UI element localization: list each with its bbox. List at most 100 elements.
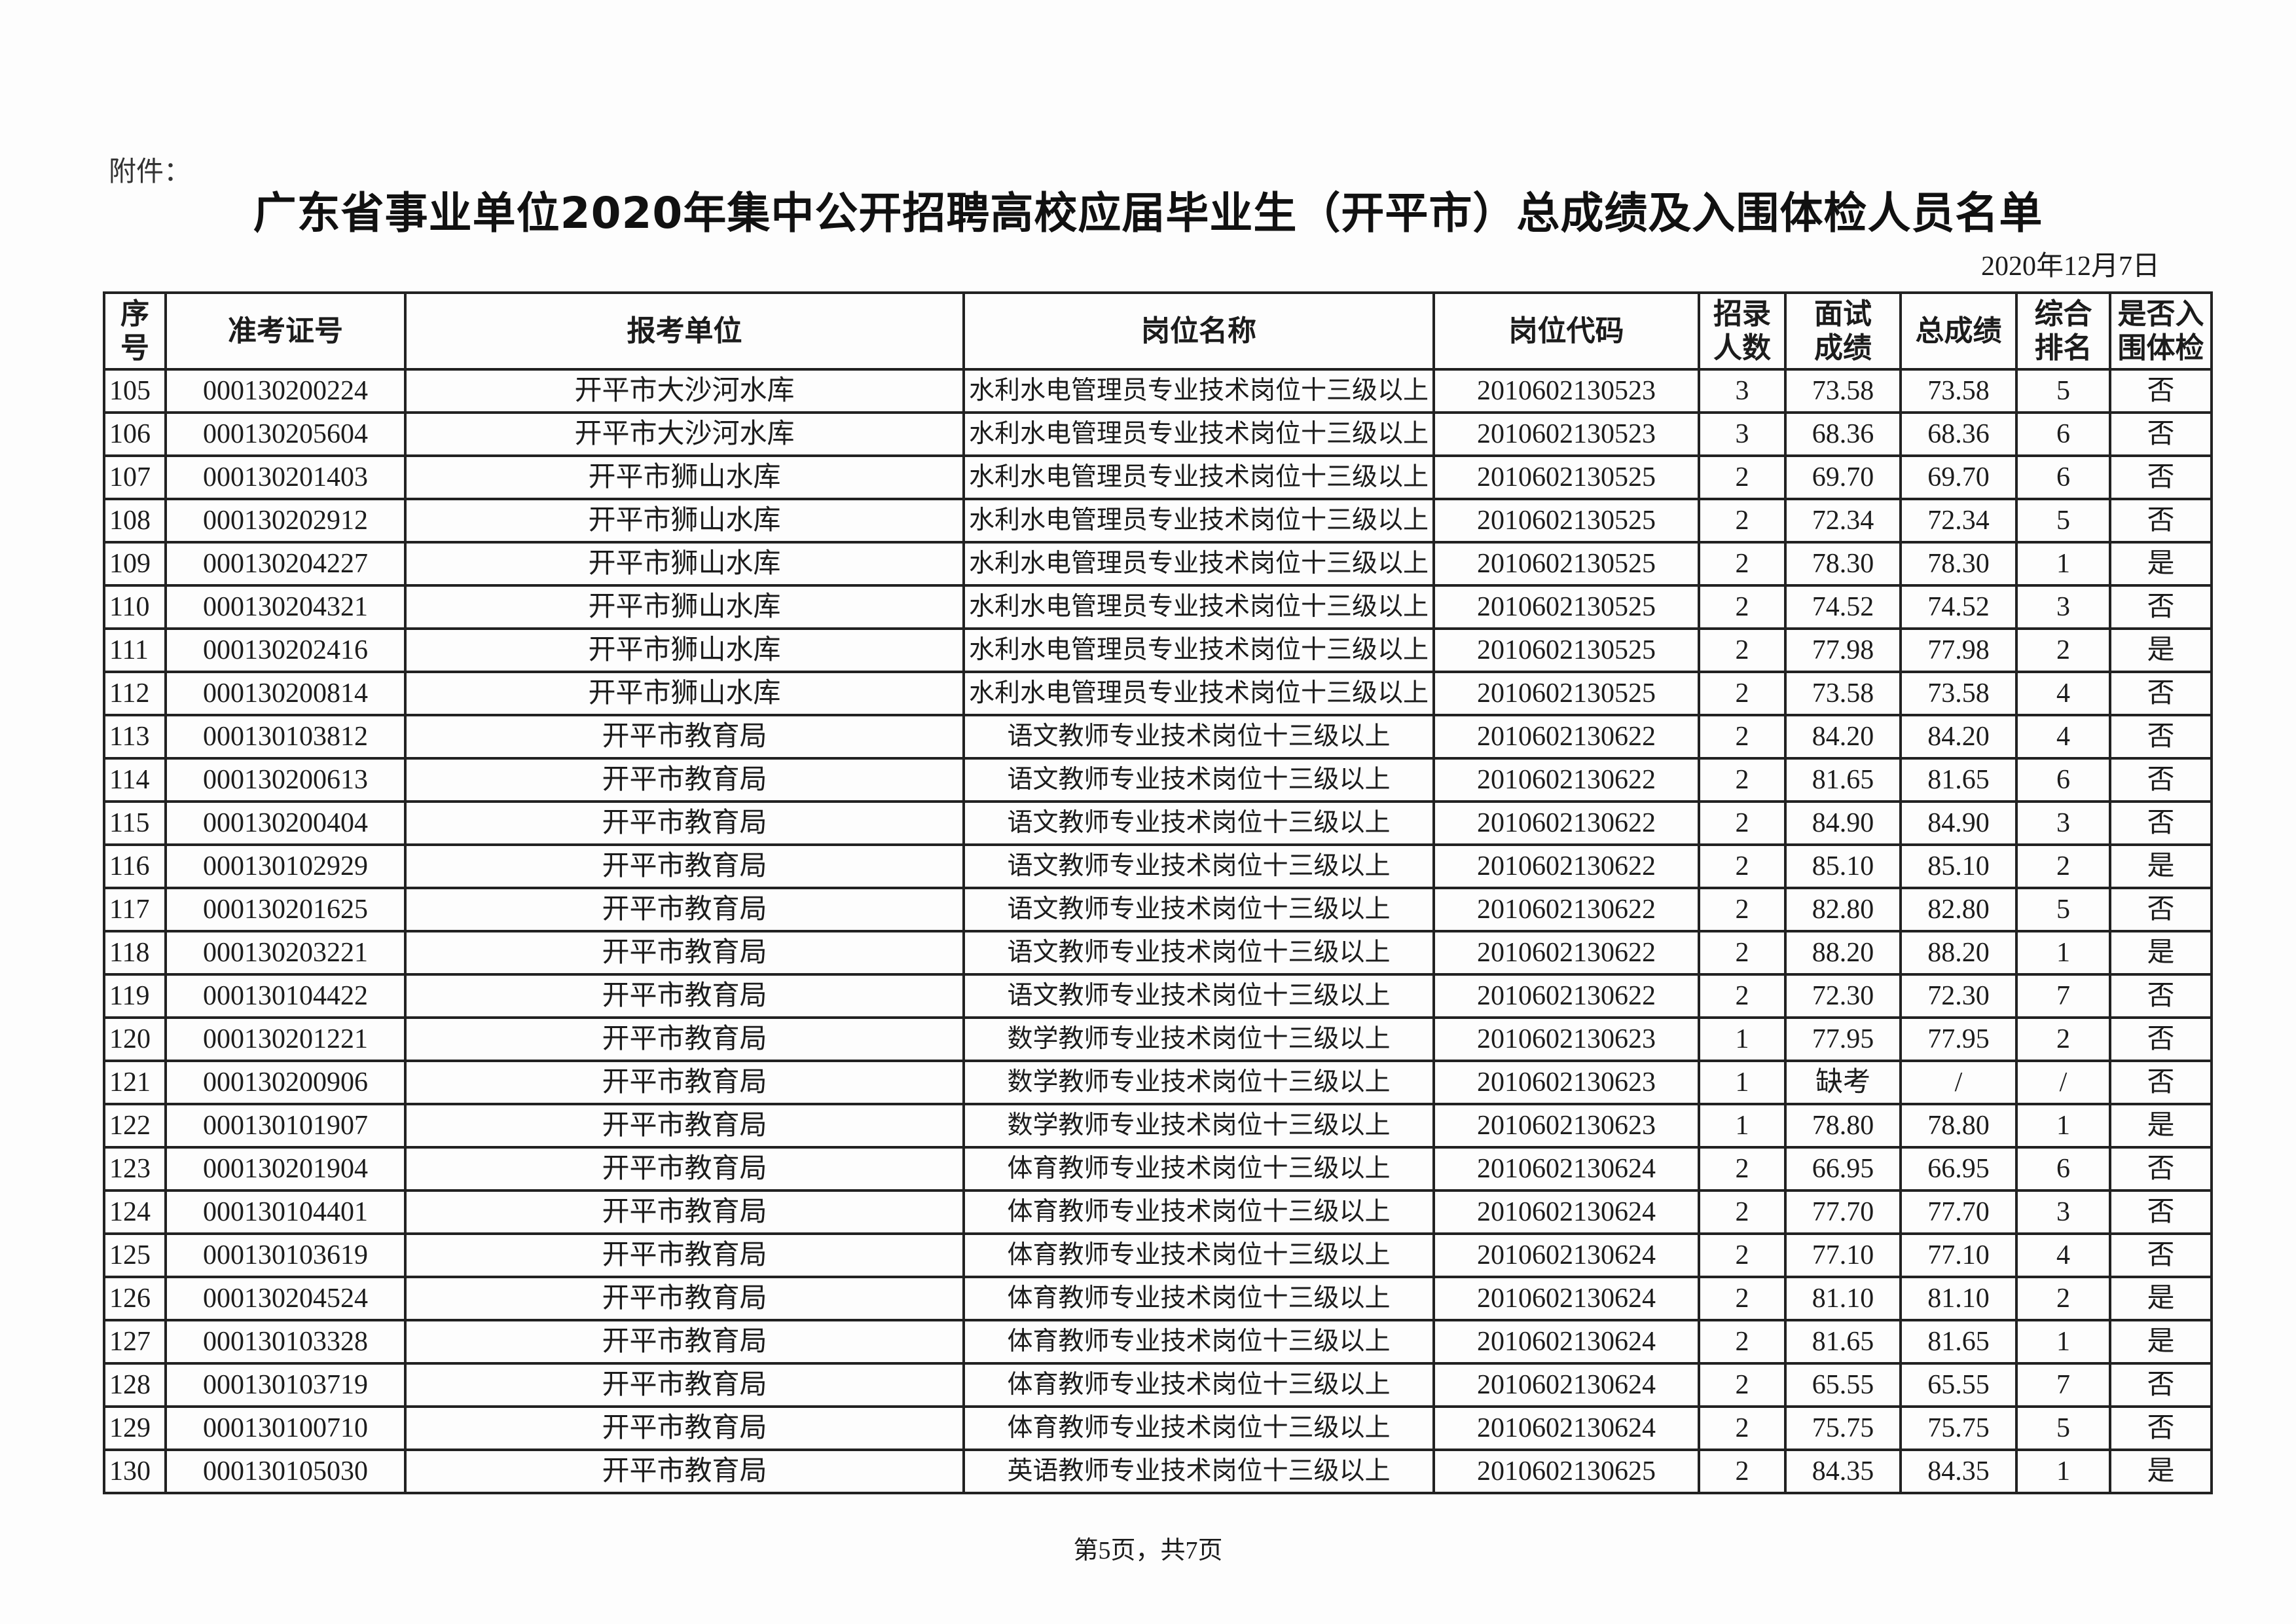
cell-unit: 开平市教育局 bbox=[404, 930, 965, 976]
cell-rank: 5 bbox=[2015, 1405, 2111, 1451]
cell-rank: 3 bbox=[2015, 1189, 2111, 1235]
cell-rank: 6 bbox=[2015, 757, 2111, 803]
cell-post-code: 2010602130622 bbox=[1432, 973, 1700, 1019]
cell-quota: 2 bbox=[1698, 1405, 1787, 1451]
cell-rank: 4 bbox=[2015, 714, 2111, 760]
table-row: 107 000130201403 开平市狮山水库 水利水电管理员专业技术岗位十三级以上… bbox=[103, 454, 2213, 500]
cell-ticket-no: 000130204321 bbox=[164, 584, 407, 630]
cell-shortlisted: 否 bbox=[2109, 887, 2213, 932]
cell-interview-score: 77.95 bbox=[1784, 1016, 1902, 1062]
cell-ticket-no: 000130103328 bbox=[164, 1319, 407, 1365]
cell-seq: 113 bbox=[103, 714, 167, 760]
table-row: 121 000130200906 开平市教育局 数学教师专业技术岗位十三级以上 2010… bbox=[103, 1060, 2213, 1105]
page-footer: 第5页，共7页 bbox=[1073, 1537, 1223, 1564]
cell-seq: 112 bbox=[103, 671, 167, 716]
table-row: 117 000130201625 开平市教育局 语文教师专业技术岗位十三级以上 2010… bbox=[103, 887, 2213, 932]
cell-rank: 5 bbox=[2015, 368, 2111, 414]
table-row: 120 000130201221 开平市教育局 数学教师专业技术岗位十三级以上 2010… bbox=[103, 1016, 2213, 1062]
cell-unit: 开平市狮山水库 bbox=[404, 671, 965, 716]
cell-quota: 2 bbox=[1698, 1362, 1787, 1408]
cell-shortlisted: 否 bbox=[2109, 671, 2213, 716]
cell-total-score: 81.10 bbox=[1899, 1276, 2018, 1321]
cell-seq: 117 bbox=[103, 887, 167, 932]
table-body: 105 000130200224 开平市大沙河水库 水利水电管理员专业技术岗位十三级以… bbox=[103, 368, 2213, 1494]
cell-interview-score: 缺考 bbox=[1784, 1060, 1902, 1105]
cell-total-score: 73.58 bbox=[1899, 671, 2018, 716]
cell-interview-score: 77.70 bbox=[1784, 1189, 1902, 1235]
cell-unit: 开平市大沙河水库 bbox=[404, 368, 965, 414]
table-row: 122 000130101907 开平市教育局 数学教师专业技术岗位十三级以上 2010… bbox=[103, 1103, 2213, 1149]
cell-ticket-no: 000130103812 bbox=[164, 714, 407, 760]
cell-seq: 109 bbox=[103, 541, 167, 587]
header-quota: 招录人数 bbox=[1698, 291, 1787, 371]
cell-shortlisted: 是 bbox=[2109, 1319, 2213, 1365]
cell-post-code: 2010602130525 bbox=[1432, 498, 1700, 544]
table-row: 105 000130200224 开平市大沙河水库 水利水电管理员专业技术岗位十三级以… bbox=[103, 368, 2213, 414]
table-row: 114 000130200613 开平市教育局 语文教师专业技术岗位十三级以上 2010… bbox=[103, 757, 2213, 803]
cell-post-code: 2010602130624 bbox=[1432, 1232, 1700, 1278]
cell-ticket-no: 000130103719 bbox=[164, 1362, 407, 1408]
cell-seq: 130 bbox=[103, 1449, 167, 1494]
cell-rank: 2 bbox=[2015, 627, 2111, 673]
cell-rank: 6 bbox=[2015, 411, 2111, 457]
cell-unit: 开平市教育局 bbox=[404, 1146, 965, 1192]
cell-unit: 开平市狮山水库 bbox=[404, 498, 965, 544]
cell-shortlisted: 是 bbox=[2109, 627, 2213, 673]
cell-shortlisted: 否 bbox=[2109, 1146, 2213, 1192]
cell-seq: 118 bbox=[103, 930, 167, 976]
cell-quota: 2 bbox=[1698, 1276, 1787, 1321]
cell-post-name: 语文教师专业技术岗位十三级以上 bbox=[962, 973, 1435, 1019]
cell-post-name: 语文教师专业技术岗位十三级以上 bbox=[962, 843, 1435, 889]
cell-total-score: 84.20 bbox=[1899, 714, 2018, 760]
cell-post-code: 2010602130624 bbox=[1432, 1276, 1700, 1321]
cell-quota: 3 bbox=[1698, 411, 1787, 457]
cell-quota: 2 bbox=[1698, 714, 1787, 760]
cell-total-score: 78.30 bbox=[1899, 541, 2018, 587]
cell-shortlisted: 是 bbox=[2109, 1103, 2213, 1149]
cell-post-code: 2010602130525 bbox=[1432, 541, 1700, 587]
cell-shortlisted: 否 bbox=[2109, 973, 2213, 1019]
header-shortlisted: 是否入围体检 bbox=[2109, 291, 2213, 371]
cell-post-code: 2010602130623 bbox=[1432, 1103, 1700, 1149]
table-row: 125 000130103619 开平市教育局 体育教师专业技术岗位十三级以上 2010… bbox=[103, 1232, 2213, 1278]
cell-ticket-no: 000130204524 bbox=[164, 1276, 407, 1321]
cell-shortlisted: 否 bbox=[2109, 1362, 2213, 1408]
cell-post-name: 水利水电管理员专业技术岗位十三级以上 bbox=[962, 454, 1435, 500]
cell-total-score: 68.36 bbox=[1899, 411, 2018, 457]
cell-shortlisted: 是 bbox=[2109, 1449, 2213, 1494]
cell-unit: 开平市教育局 bbox=[404, 800, 965, 846]
cell-shortlisted: 是 bbox=[2109, 843, 2213, 889]
cell-ticket-no: 000130201625 bbox=[164, 887, 407, 932]
cell-quota: 2 bbox=[1698, 1189, 1787, 1235]
cell-shortlisted: 是 bbox=[2109, 1276, 2213, 1321]
cell-shortlisted: 否 bbox=[2109, 584, 2213, 630]
cell-interview-score: 88.20 bbox=[1784, 930, 1902, 976]
cell-unit: 开平市教育局 bbox=[404, 1405, 965, 1451]
cell-unit: 开平市教育局 bbox=[404, 1276, 965, 1321]
cell-unit: 开平市狮山水库 bbox=[404, 541, 965, 587]
cell-ticket-no: 000130201904 bbox=[164, 1146, 407, 1192]
cell-interview-score: 81.65 bbox=[1784, 1319, 1902, 1365]
cell-shortlisted: 否 bbox=[2109, 1405, 2213, 1451]
cell-shortlisted: 否 bbox=[2109, 1016, 2213, 1062]
cell-shortlisted: 是 bbox=[2109, 930, 2213, 976]
cell-quota: 2 bbox=[1698, 584, 1787, 630]
cell-ticket-no: 000130101907 bbox=[164, 1103, 407, 1149]
table-row: 115 000130200404 开平市教育局 语文教师专业技术岗位十三级以上 2010… bbox=[103, 800, 2213, 846]
cell-interview-score: 69.70 bbox=[1784, 454, 1902, 500]
cell-quota: 1 bbox=[1698, 1016, 1787, 1062]
table-row: 112 000130200814 开平市狮山水库 水利水电管理员专业技术岗位十三级以上… bbox=[103, 671, 2213, 716]
cell-post-name: 数学教师专业技术岗位十三级以上 bbox=[962, 1103, 1435, 1149]
cell-seq: 122 bbox=[103, 1103, 167, 1149]
cell-post-name: 英语教师专业技术岗位十三级以上 bbox=[962, 1449, 1435, 1494]
cell-total-score: 73.58 bbox=[1899, 368, 2018, 414]
table-row: 128 000130103719 开平市教育局 体育教师专业技术岗位十三级以上 2010… bbox=[103, 1362, 2213, 1408]
header-interview-score: 面试成绩 bbox=[1784, 291, 1902, 371]
cell-interview-score: 85.10 bbox=[1784, 843, 1902, 889]
cell-total-score: 75.75 bbox=[1899, 1405, 2018, 1451]
cell-total-score: 72.30 bbox=[1899, 973, 2018, 1019]
cell-post-name: 体育教师专业技术岗位十三级以上 bbox=[962, 1362, 1435, 1408]
cell-quota: 1 bbox=[1698, 1060, 1787, 1105]
cell-rank: 5 bbox=[2015, 498, 2111, 544]
table-row: 119 000130104422 开平市教育局 语文教师专业技术岗位十三级以上 2010… bbox=[103, 973, 2213, 1019]
